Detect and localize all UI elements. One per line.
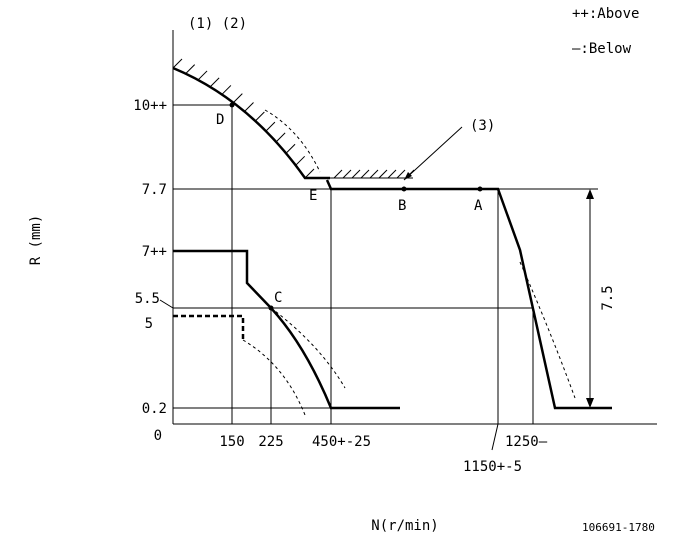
hatch-line — [244, 102, 254, 112]
hatch-line — [351, 169, 361, 179]
hatch-line — [172, 58, 183, 69]
legend-below: —:Below — [572, 41, 632, 57]
hatch-line — [342, 169, 352, 179]
hatch-line — [396, 169, 406, 179]
hatch-line — [265, 121, 276, 132]
hatch-line — [378, 169, 388, 179]
y-label: 0 — [154, 428, 162, 444]
hatch-line — [387, 169, 397, 179]
y-label: 7.7 — [142, 182, 167, 198]
hatch-line — [304, 168, 315, 179]
point-label: D — [216, 112, 224, 128]
point-label: E — [309, 188, 317, 204]
y-title: R (mm) — [28, 215, 44, 266]
hatch-line — [185, 64, 196, 75]
legend-above: ++:Above — [572, 6, 639, 22]
hatch-line — [275, 132, 286, 143]
point-label: C — [274, 290, 282, 306]
hatching — [172, 58, 415, 179]
top-label: (1) (2) — [188, 16, 247, 32]
guide-lines — [159, 104, 598, 451]
hatch-line — [295, 155, 306, 166]
x-label: 225 — [258, 434, 283, 450]
x-label: 1250— — [505, 434, 548, 450]
hatch-line — [333, 169, 343, 179]
point-label: A — [474, 198, 483, 214]
y-label: 5.5 — [135, 291, 160, 307]
hatch-line — [221, 85, 232, 95]
hatch-line — [285, 143, 296, 154]
y-label: 10++ — [133, 98, 167, 114]
hatch-line — [360, 169, 370, 179]
y-label: 7++ — [142, 244, 167, 260]
x-title: N(r/min) — [371, 518, 438, 534]
axes — [172, 30, 657, 425]
y-label: 5 — [145, 316, 153, 332]
x-label: 450+-25 — [312, 434, 371, 450]
dimension: 7.5 — [600, 285, 616, 310]
hatch-line — [197, 70, 208, 81]
hatch-line — [232, 93, 243, 104]
x-label: 1150+-5 — [463, 459, 522, 475]
y-label: 0.2 — [142, 401, 167, 417]
hatch-line — [209, 77, 220, 88]
hatch-line — [369, 169, 379, 179]
hatch-line — [254, 111, 265, 122]
drawing-no: 106691-1780 — [582, 521, 655, 534]
note: (3) — [470, 118, 495, 134]
curves — [172, 58, 612, 416]
x-label: 150 — [219, 434, 244, 450]
point-label: B — [398, 198, 406, 214]
